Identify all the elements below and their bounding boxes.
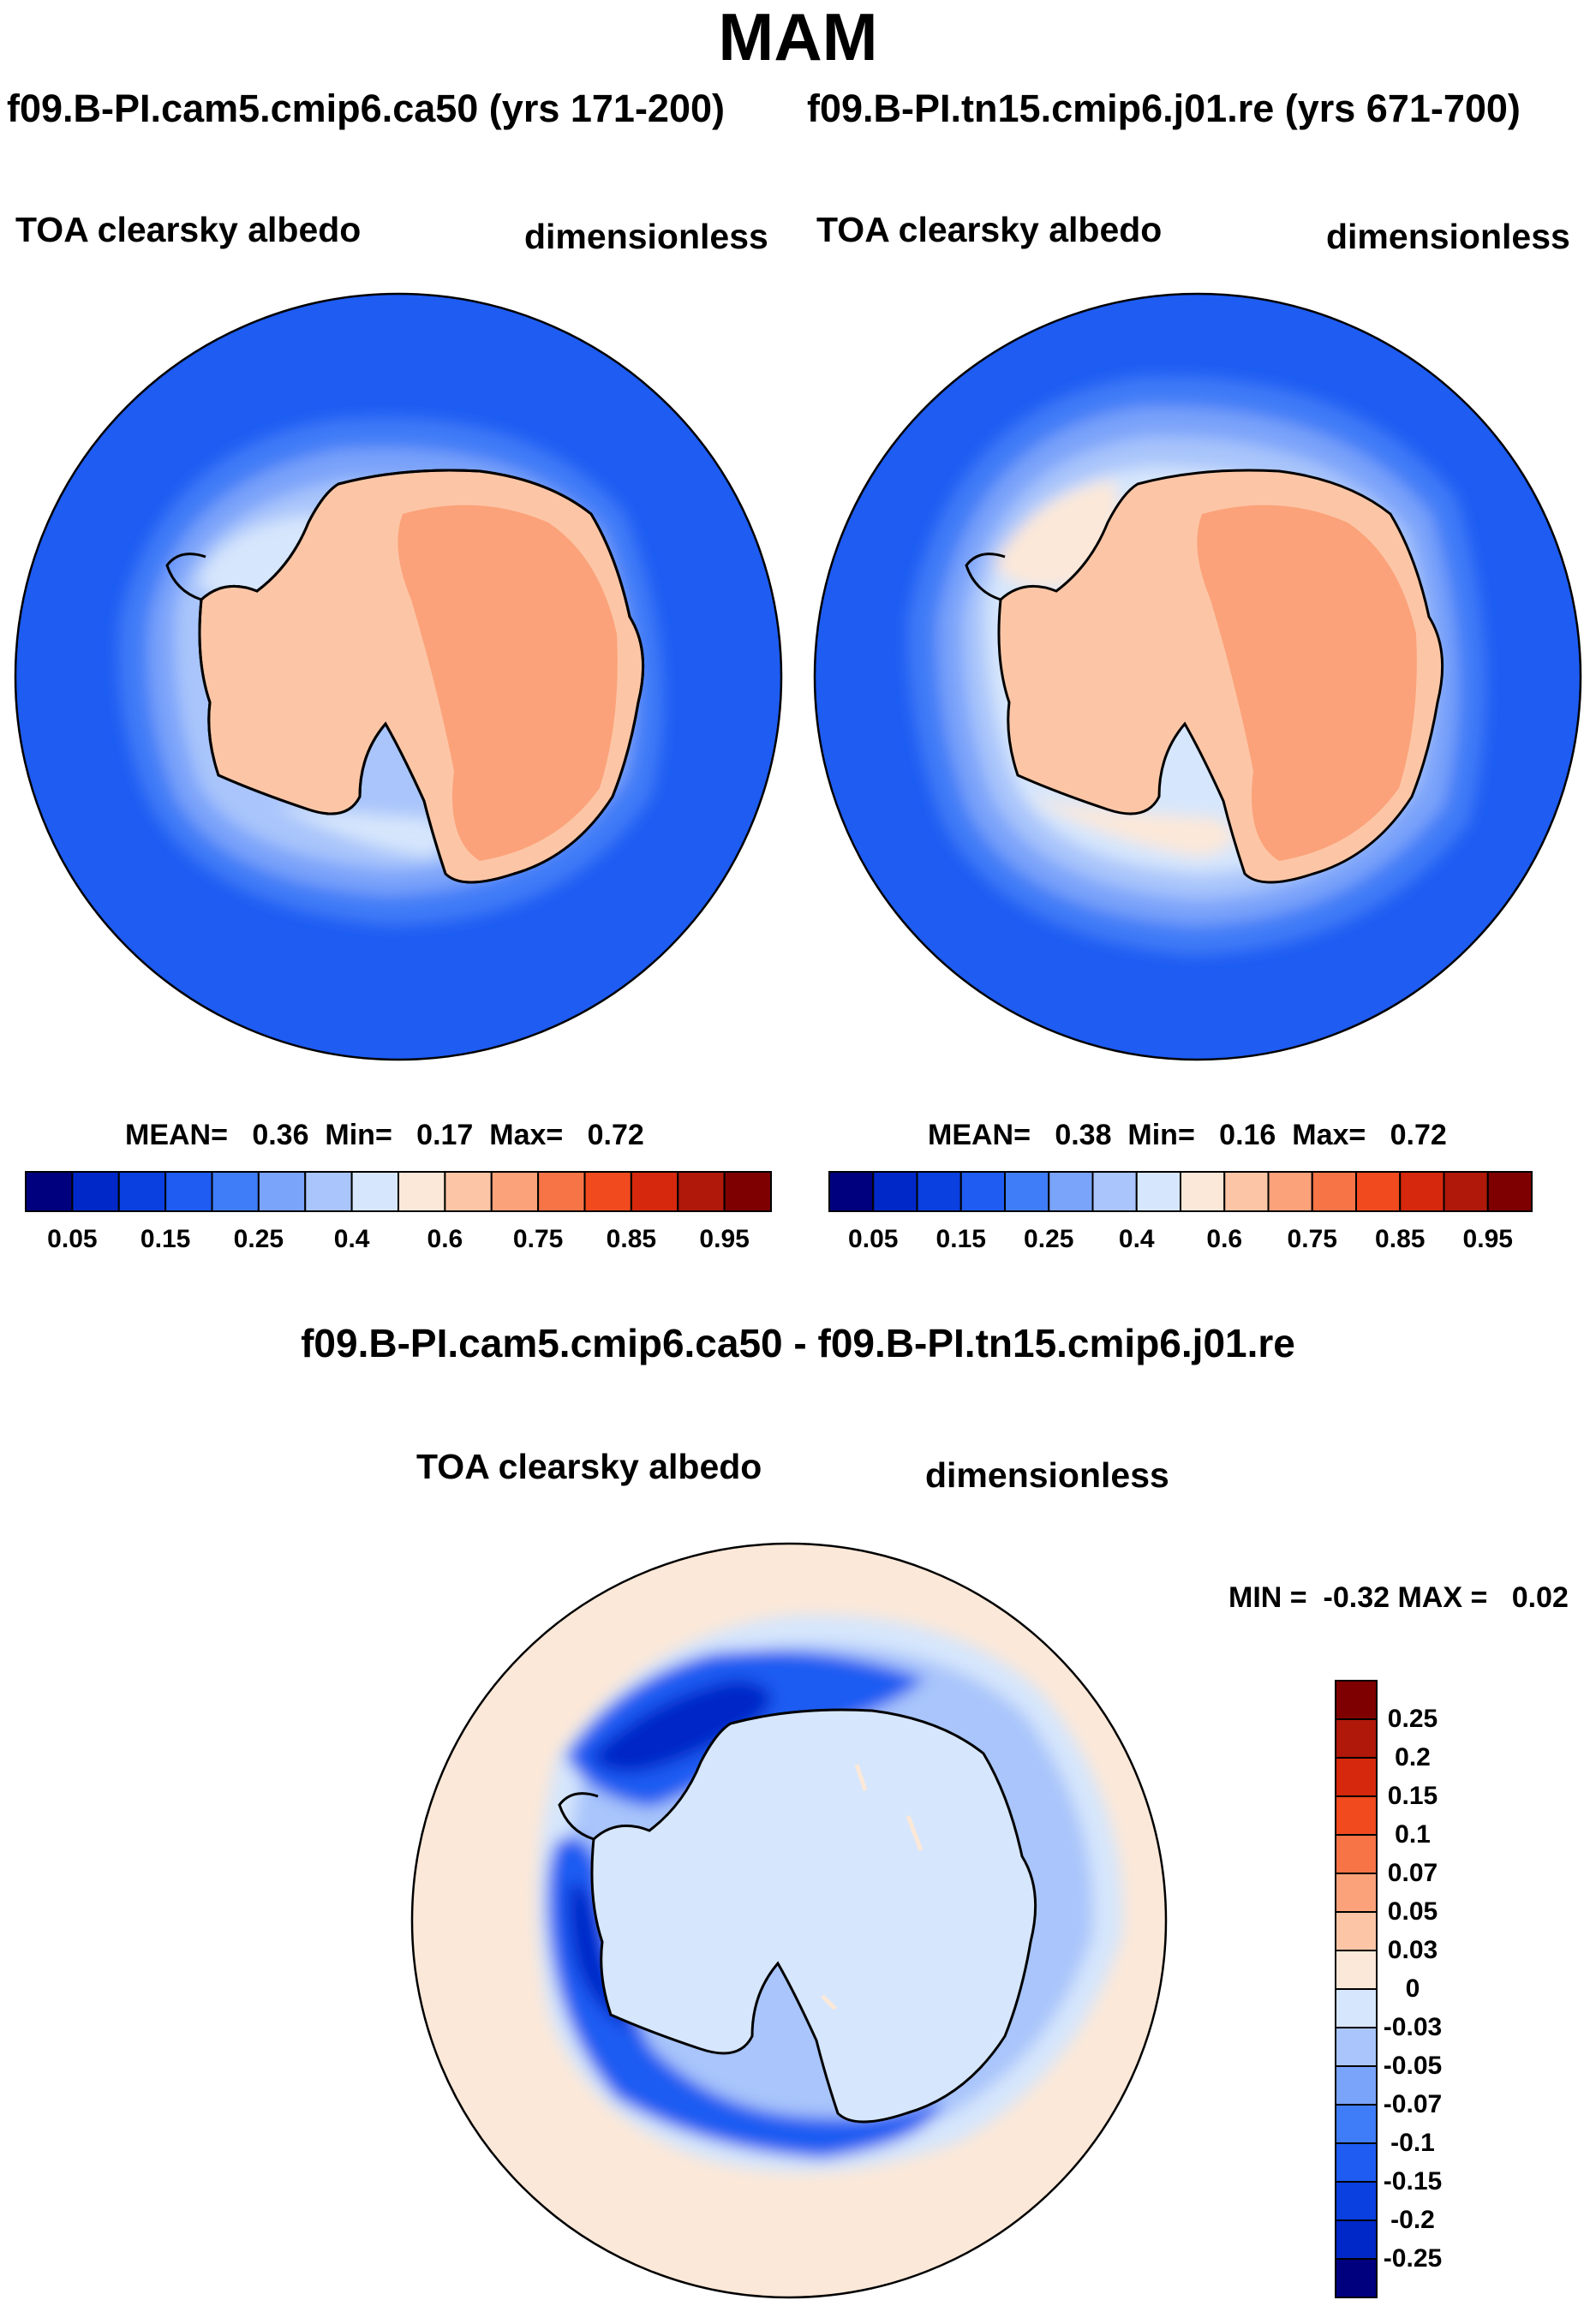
colorbar-difference-tick-label: 0 [1405,1974,1420,2003]
panel-right-run-label: f09.B-PI.tn15.cmip6.j01.re (yrs 671-700) [807,87,1521,130]
polar-map-left [15,294,781,1060]
colorbar-difference-swatch [1335,1873,1378,1913]
colorbar-right-swatch [1399,1171,1445,1212]
colorbar-difference-swatch [1335,1757,1378,1797]
colorbar-right-swatch [916,1171,962,1212]
colorbar-difference-swatch [1335,2142,1378,2183]
colorbar-difference-swatch [1335,1795,1378,1836]
panel-right-units: dimensionless [1326,217,1570,256]
colorbar-left-tick-label: 0.4 [333,1225,370,1253]
colorbar-right-swatch [1311,1171,1357,1212]
panel-left-run-label: f09.B-PI.cam5.cmip6.ca50 (yrs 171-200) [7,87,725,130]
difference-variable: TOA clearsky albedo [416,1447,762,1486]
colorbar-right-tick-label: 0.75 [1287,1225,1337,1253]
colorbar-left-swatch [211,1171,260,1212]
colorbar-right-swatch [1048,1171,1094,1212]
colorbar-difference-tick-label: -0.05 [1383,2052,1443,2080]
panel-right-variable: TOA clearsky albedo [816,210,1163,249]
colorbar-difference-tick-label: 0.15 [1387,1782,1438,1810]
colorbar-right-swatch [1443,1171,1489,1212]
colorbar-left-tick-label: 0.75 [512,1225,564,1253]
panel-left-stats: MEAN= 0.36 Min= 0.17 Max= 0.72 [125,1119,644,1151]
colorbar-difference-tick-label: 0.05 [1387,1897,1438,1926]
main-title: MAM [718,0,878,75]
difference-title: f09.B-PI.cam5.cmip6.ca50 - f09.B-PI.tn15… [301,1321,1295,1365]
colorbar-right-tick-label: 0.15 [935,1225,986,1253]
colorbar-difference-tick-label: -0.15 [1383,2167,1443,2195]
colorbar-left-tick-label: 0.25 [233,1225,284,1253]
colorbar-right-swatch [1486,1171,1533,1212]
colorbar-left-tick-label: 0.6 [427,1225,463,1253]
panel-left-variable: TOA clearsky albedo [15,210,362,249]
colorbar-left-swatch [583,1171,632,1212]
colorbar-difference-tick-label: 0.1 [1395,1820,1431,1849]
polar-map-difference [412,1544,1166,2297]
panel-right-stats: MEAN= 0.38 Min= 0.16 Max= 0.72 [928,1119,1447,1151]
colorbar-right-swatch [959,1171,1006,1212]
colorbar-difference-swatch [1335,1834,1378,1874]
colorbar-left-swatch [117,1171,167,1212]
colorbar-left-swatch [444,1171,493,1212]
polar-map-right [815,294,1581,1060]
colorbar-difference-swatch [1335,1988,1378,2028]
colorbar-left-tick-label: 0.95 [699,1225,750,1253]
colorbar-difference-swatch [1335,1911,1378,1951]
colorbar-right-swatch [1267,1171,1313,1212]
colorbar-right-tick-label: 0.6 [1206,1225,1243,1253]
colorbar-right-swatch [828,1171,875,1212]
colorbar-right-tick-label: 0.05 [848,1225,899,1253]
colorbar-right-swatch [872,1171,918,1212]
colorbar-right-swatch [1135,1171,1181,1212]
colorbar-left-swatch [304,1171,353,1212]
colorbar-difference-tick-label: -0.07 [1383,2090,1443,2118]
colorbar-difference-swatch [1335,2104,1378,2144]
colorbar-left-swatch [257,1171,307,1212]
panel-left-units: dimensionless [524,217,768,256]
colorbar-left-swatch [71,1171,120,1212]
colorbar-difference-tick-label: -0.2 [1390,2206,1435,2234]
colorbar-left-swatch [537,1171,586,1212]
colorbar-difference-tick-label: -0.1 [1390,2129,1435,2157]
colorbar-difference-tick-label: -0.25 [1383,2244,1443,2273]
colorbar-right-tick-label: 0.4 [1118,1225,1155,1253]
colorbar-difference-swatch [1335,2258,1378,2298]
difference-units: dimensionless [925,1455,1169,1495]
colorbar-left-swatch [630,1171,679,1212]
colorbar-difference-swatch [1335,2065,1378,2106]
colorbar-difference-swatch [1335,1718,1378,1759]
colorbar-right-swatch [1223,1171,1270,1212]
colorbar-left-swatch [723,1171,772,1212]
colorbar-difference-swatch [1335,2181,1378,2221]
colorbar-right-swatch [1355,1171,1402,1212]
colorbar-left-tick-label: 0.15 [140,1225,191,1253]
colorbar-left-tick-label: 0.05 [47,1225,98,1253]
colorbar-difference-swatch [1335,2219,1378,2260]
colorbar-right-swatch [1004,1171,1050,1212]
colorbar-left-swatch [350,1171,399,1212]
colorbar-difference-tick-label: -0.03 [1383,2013,1443,2041]
colorbar-difference-tick-label: 0.25 [1387,1705,1438,1733]
colorbar-left-swatch [490,1171,540,1212]
colorbar-right-swatch [1091,1171,1138,1212]
colorbar-difference-swatch [1335,2027,1378,2067]
colorbar-difference-tick-label: 0.03 [1387,1936,1438,1964]
colorbar-right-tick-label: 0.25 [1024,1225,1074,1253]
colorbar-difference-swatch [1335,1680,1378,1720]
colorbar-left-swatch [164,1171,213,1212]
colorbar-right-tick-label: 0.95 [1462,1225,1513,1253]
colorbar-difference-tick-label: 0.07 [1387,1859,1438,1887]
colorbar-left-swatch [677,1171,726,1212]
colorbar-left-swatch [25,1171,74,1212]
colorbar-difference-swatch [1335,1950,1378,1990]
colorbar-left-swatch [398,1171,446,1212]
colorbar-right-swatch [1180,1171,1226,1212]
colorbar-right-tick-label: 0.85 [1375,1225,1426,1253]
colorbar-difference-tick-label: 0.2 [1395,1743,1431,1771]
colorbar-left-tick-label: 0.85 [606,1225,657,1253]
difference-minmax: MIN = -0.32 MAX = 0.02 [1228,1581,1569,1614]
